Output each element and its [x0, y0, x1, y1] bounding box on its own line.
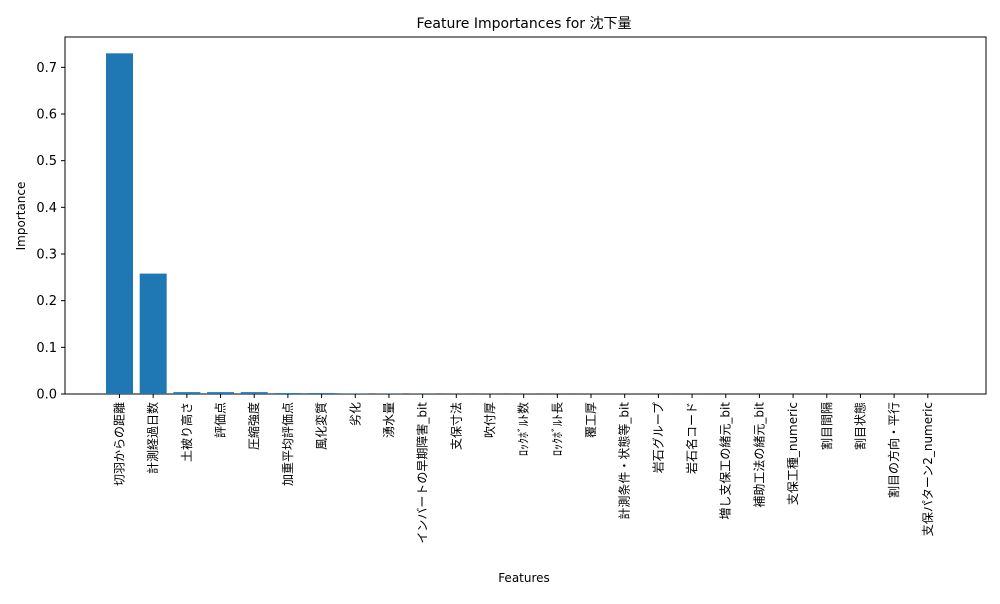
bar: [106, 53, 133, 394]
y-tick-label: 0.5: [36, 154, 57, 169]
y-tick-label: 0.7: [36, 61, 57, 76]
plot-area: [65, 37, 986, 394]
x-tick-label: 補助工法の緒元_bit: [751, 402, 766, 508]
x-tick-label: 覆工厚: [584, 402, 598, 438]
bar: [207, 392, 234, 394]
x-tick-label: 計測経過日数: [145, 402, 160, 474]
x-tick-label: 評価点: [213, 402, 228, 438]
bar: [274, 393, 301, 394]
x-tick-label: 風化変質: [314, 402, 329, 450]
bar: [308, 393, 335, 394]
x-tick-label: 圧縮強度: [246, 402, 261, 450]
bar: [241, 392, 268, 394]
x-tick-label: 増し支保工の緒元_bit: [718, 402, 733, 520]
y-tick-label: 0.0: [36, 388, 57, 403]
y-tick-label: 0.6: [36, 108, 57, 123]
x-tick-label: 支保工種_numeric: [786, 402, 800, 505]
bar: [140, 274, 167, 394]
x-tick-label: 岩石グループ: [650, 402, 665, 473]
y-tick-label: 0.1: [36, 341, 57, 356]
y-tick-label: 0.4: [36, 201, 57, 216]
x-tick-label: ﾛｯｸﾎﾞﾙﾄ数: [516, 402, 531, 456]
x-tick-label: 支保パターン2_numeric: [921, 402, 935, 536]
x-tick-label: 割目状態: [852, 402, 867, 450]
y-axis-label: Importance: [14, 182, 28, 251]
x-tick-label: 吹付厚: [483, 402, 497, 438]
x-tick-label: インバートの早期障害_bit: [415, 402, 430, 544]
x-tick-label: 支保寸法: [449, 402, 463, 450]
x-tick-label: 計測条件・状態等_bit: [617, 402, 632, 520]
x-tick-label: 割目間隔: [819, 402, 834, 450]
x-axis-label: Features: [498, 571, 550, 585]
x-axis: 切羽からの距離 計測経過日数 土被り高さ 評価点 圧縮強度 加重平均評価点 風化変質 劣化湧水…: [113, 394, 935, 544]
x-tick-label: 劣化: [348, 402, 362, 426]
x-tick-label: 土被り高さ: [179, 402, 194, 462]
y-tick-label: 0.3: [36, 248, 57, 263]
y-tick-label: 0.2: [36, 294, 57, 309]
bars-group: [106, 53, 706, 394]
chart-title: Feature Importances for 沈下量: [416, 16, 631, 32]
x-tick-label: ﾛｯｸﾎﾞﾙﾄ長: [550, 402, 564, 456]
bar: [173, 392, 200, 394]
x-tick-label: 加重平均評価点: [280, 402, 295, 486]
y-axis: 0.0 0.1 0.2 0.3 0.4 0.5 0.6 0.7: [36, 61, 65, 403]
x-tick-label: 切羽からの距離: [113, 402, 127, 486]
x-tick-label: 割目の方向・平行: [886, 402, 901, 498]
x-tick-label: 湧水量: [382, 402, 396, 438]
x-tick-label: 岩石名コード: [684, 402, 699, 474]
